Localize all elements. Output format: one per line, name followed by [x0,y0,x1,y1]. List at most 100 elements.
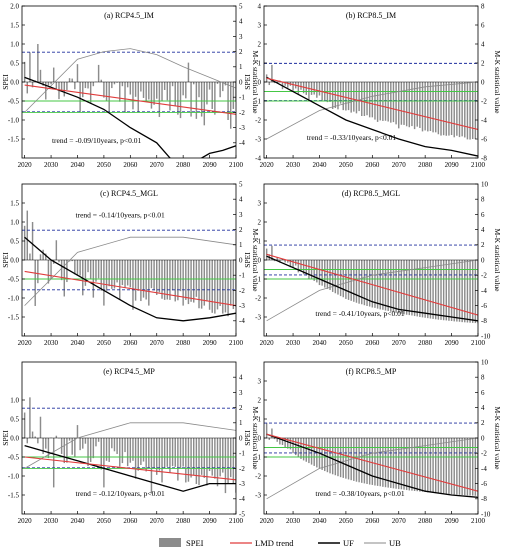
panel-title: (d) RCP8.5_MGL [342,189,400,198]
uf-line [24,236,236,322]
spei-bar [440,82,442,136]
spei-bar [469,82,471,140]
spei-bar [89,438,92,462]
spei-bar [305,438,307,462]
spei-bar [76,260,79,276]
spei-bar [408,260,411,316]
x-tick-label: 2090 [445,161,460,169]
trend-line [266,77,478,131]
spei-bar [45,438,47,449]
y-tick-label: 1.5 [10,199,19,207]
spei-bar [119,82,121,102]
trend-annotation: trend = -0.12/10years, p<0.01 [76,489,166,498]
spei-bar [71,78,73,82]
y-tick-label: 0.5 [10,59,19,67]
spei-bar [219,260,221,306]
spei-bar [392,260,395,313]
x-tick-label: 2100 [229,161,244,169]
spei-bar [471,260,474,323]
spei-bar [34,436,36,438]
x-tick-label: 2070 [150,161,165,169]
spei-bar [403,82,405,125]
spei-bar [358,260,360,304]
spei-bar [429,438,432,493]
y2-tick-label: -8 [481,495,487,503]
spei-bar [116,260,118,283]
spei-bar [331,82,334,109]
spei-bar [39,69,42,82]
spei-bar [445,260,448,321]
spei-bar [182,260,184,306]
spei-bar [208,260,211,310]
spei-bar [284,260,286,263]
spei-bar [456,260,458,322]
x-tick-label: 2050 [339,517,354,525]
spei-bar [126,82,129,88]
spei-bar [182,438,184,467]
spei-bar [29,52,31,82]
y2-tick-label: -3 [239,302,245,310]
y-axis-label: SPEI [243,252,252,268]
y2-tick-label: -3 [239,124,245,132]
y-tick-label: -1 [255,97,261,105]
y2-tick-label: -2 [239,287,245,295]
spei-bar [187,260,190,305]
spei-bar [297,82,300,94]
spei-bar [368,438,371,485]
spei-bar [200,438,203,475]
y-tick-label: 4 [258,2,262,10]
x-tick-label: 2030 [44,161,59,169]
spei-bar [427,260,429,319]
spei-bar [74,82,76,90]
y2-tick-label: -4 [481,116,487,124]
trend-line [266,433,478,492]
spei-bar [289,438,292,450]
spei-bar [222,82,224,92]
y2-tick-label: 0 [239,256,243,264]
y2-tick-label: -2 [239,465,245,473]
spei-bar [363,82,366,117]
spei-bar [300,260,302,271]
y2-tick-label: 10 [481,358,489,366]
spei-bar [350,82,352,113]
spei-bar [37,44,39,82]
spei-bar [134,82,137,97]
spei-bar [26,438,29,444]
spei-bar [126,438,129,467]
spei-bar [297,260,300,273]
spei-bar [87,82,89,89]
y-tick-label: -1 [255,453,261,461]
spei-bar [337,260,339,295]
spei-bar [400,260,403,314]
spei-bar [331,438,334,475]
spei-bar [84,260,87,286]
y-tick-label: 2 [258,218,262,226]
spei-bar [353,438,355,481]
spei-bar [450,82,453,136]
spei-bar [179,438,182,469]
spei-bar [419,260,421,317]
spei-bar [177,438,179,481]
spei-bar [129,438,132,463]
y2-tick-label: 2 [239,48,243,56]
spei-bar [302,260,305,275]
spei-bar [29,397,31,438]
spei-bar [453,260,455,322]
uf-line [24,76,236,158]
spei-bar [84,82,87,89]
spei-bar [89,260,92,280]
spei-bar [208,438,211,472]
y2-axis-label: M-K statistical value [493,229,502,293]
y-tick-label: 1 [258,415,262,423]
spei-bar [26,210,29,260]
spei-bar [174,438,176,467]
spei-bar [413,260,416,317]
spei-bar [76,64,79,82]
y2-axis-label: M-K statistical value [493,51,502,115]
spei-bar [448,82,450,136]
spei-bar [347,82,350,111]
spei-bar [224,438,227,494]
panel-title: (a) RCP4.5_IM [104,11,154,20]
y-axis-label: SPEI [243,74,252,90]
y2-tick-label: 0 [239,78,243,86]
